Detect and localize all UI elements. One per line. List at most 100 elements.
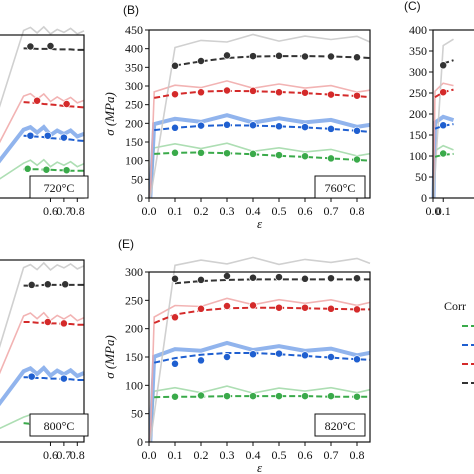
data-point xyxy=(42,165,51,174)
panel-5: 0.0 0.1 0.2 0.3 0.4 0.5 0.6 0.7 0.8 0 50 100 150 200 2… xyxy=(102,237,371,474)
y-tick-label: 450 xyxy=(125,23,143,37)
x-tick-label: 0.1 xyxy=(168,448,183,462)
data-point xyxy=(171,359,179,368)
data-point xyxy=(301,88,309,97)
data-point xyxy=(439,88,448,97)
panel-tag: (E) xyxy=(118,237,134,251)
temperature-label: 760°C xyxy=(325,181,356,195)
data-point xyxy=(327,90,335,99)
temperature-box xyxy=(314,413,366,437)
fitted-curve xyxy=(154,395,370,399)
y-tick-label: 50 xyxy=(131,407,143,421)
temperature-box xyxy=(29,413,89,437)
data-point xyxy=(197,121,205,130)
data-point xyxy=(353,355,361,364)
y-tick-label: 300 xyxy=(125,79,143,93)
data-point xyxy=(301,52,309,61)
y-tick-label: 300 xyxy=(125,265,143,279)
data-point xyxy=(249,121,257,130)
data-point xyxy=(223,149,231,158)
x-tick-label: 0.5 xyxy=(272,204,287,218)
data-point xyxy=(46,42,55,50)
x-tick-label: 0.7 xyxy=(324,448,339,462)
data-point xyxy=(223,86,231,95)
data-point xyxy=(327,353,335,361)
data-point xyxy=(61,280,70,289)
data-point xyxy=(275,122,283,131)
data-point xyxy=(353,155,361,164)
axes-frame xyxy=(148,29,371,199)
data-point xyxy=(171,123,179,132)
data-point xyxy=(301,274,309,283)
x-tick-label: 0.2 xyxy=(194,448,209,462)
data-point xyxy=(301,392,309,401)
y-axis-label: σ (MPa) xyxy=(102,335,117,379)
y-tick-label: 350 xyxy=(125,60,143,74)
data-point xyxy=(249,86,257,95)
axes-frame xyxy=(0,259,85,443)
fitted-curve xyxy=(23,47,84,51)
data-point xyxy=(62,166,71,175)
data-point xyxy=(43,318,52,326)
data-point xyxy=(197,275,205,284)
data-point xyxy=(327,52,335,61)
y-tick-label: 250 xyxy=(125,98,143,112)
data-point xyxy=(197,88,205,97)
experimental-curve xyxy=(148,340,371,443)
fitted-curve xyxy=(23,321,84,326)
data-point xyxy=(59,374,68,383)
data-point xyxy=(171,90,179,99)
x-tick-label: 0.8 xyxy=(70,448,85,462)
x-tick-label: 0.1 xyxy=(168,204,183,218)
y-tick-label: 300 xyxy=(409,65,427,79)
data-point xyxy=(275,151,283,160)
data-point xyxy=(59,319,68,328)
data-point xyxy=(439,121,448,130)
x-tick-label: 0.7 xyxy=(56,204,71,218)
data-point xyxy=(327,124,335,133)
data-point xyxy=(223,353,231,361)
fitted-curve xyxy=(154,124,371,133)
y-tick-label: 100 xyxy=(409,149,427,163)
data-point xyxy=(223,120,231,129)
y-tick-label: 350 xyxy=(409,44,427,58)
data-point xyxy=(353,126,361,135)
data-point xyxy=(197,148,205,157)
x-tick-label: 0.8 xyxy=(350,448,365,462)
temperature-label: 820°C xyxy=(325,419,356,433)
data-point xyxy=(275,51,283,60)
panel-1: 0.60.70.8 720°C xyxy=(0,25,89,218)
y-tick-label: 150 xyxy=(125,350,143,364)
temperature-box xyxy=(314,175,366,199)
data-point xyxy=(249,350,257,359)
x-tick-label: 0.7 xyxy=(56,448,71,462)
legend-title: Corr xyxy=(444,299,466,313)
panel-4: 0.60.70.8 800°C xyxy=(0,259,89,462)
data-point xyxy=(171,274,179,283)
experimental-curve xyxy=(0,158,85,180)
data-point xyxy=(327,154,335,163)
data-point xyxy=(171,392,179,401)
data-point xyxy=(197,57,205,65)
experimental-curve xyxy=(0,261,85,349)
data-point xyxy=(26,42,35,51)
x-tick-label: 0.1 xyxy=(436,204,451,218)
data-point xyxy=(197,356,205,365)
x-tick-label: 0.0 xyxy=(426,204,441,218)
y-tick-label: 0 xyxy=(137,435,143,449)
y-tick-label: 100 xyxy=(125,378,143,392)
data-point xyxy=(275,392,283,401)
y-tick-label: 50 xyxy=(415,170,427,184)
panel-tag: (C) xyxy=(404,0,421,13)
fitted-curve xyxy=(153,306,370,324)
panel-3: 0.00.1 0 50 100 150 200 250 300 350 400 (C) xyxy=(404,0,474,218)
temperature-label: 720°C xyxy=(44,181,75,195)
y-tick-label: 0 xyxy=(137,191,143,205)
data-point xyxy=(249,392,257,401)
data-point xyxy=(353,305,361,314)
x-tick-label: 0.3 xyxy=(220,448,235,462)
data-point xyxy=(327,304,335,313)
data-point xyxy=(223,272,231,280)
experimental-curve xyxy=(432,38,454,199)
data-point xyxy=(223,302,231,310)
